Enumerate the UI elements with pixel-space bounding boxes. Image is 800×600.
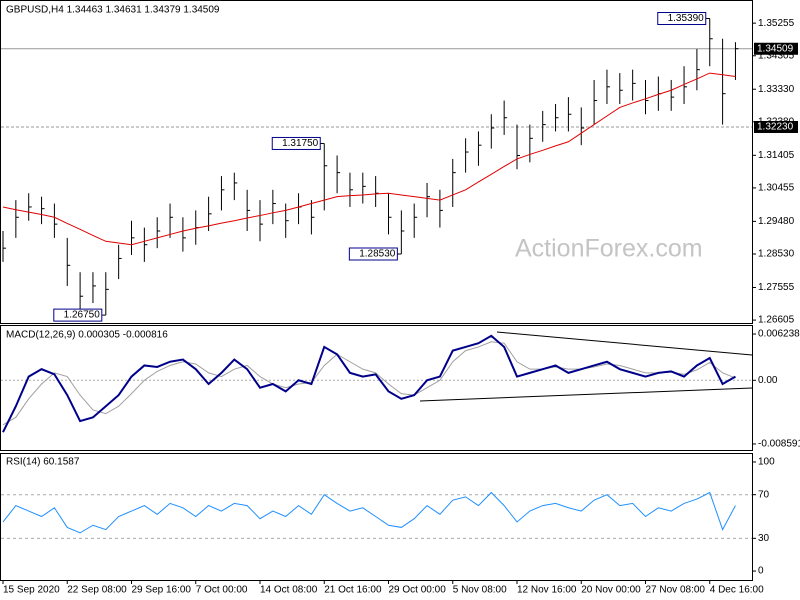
x-tick-label: 29 Sep 16:00 [132,585,192,596]
y-tick-label: 0.00 [758,375,778,386]
y-tick-label: 1.30455 [758,183,795,194]
x-tick-label: 7 Oct 00:00 [196,585,248,596]
annotation-box [271,136,321,150]
y-tick-label: 1.29480 [758,216,795,227]
y-tick-label: 0.006238 [758,329,800,340]
x-tick-label: 21 Oct 16:00 [324,585,382,596]
macd-title: MACD(12,26,9) 0.000305 -0.000816 [6,330,168,341]
y-tick-label: 1.27555 [758,282,795,293]
watermark: ActionForex.com [515,235,703,263]
y-tick-label: 70 [758,489,770,500]
y-tick-label: 1.33330 [758,84,795,95]
price-label: 1.34509 [757,43,794,54]
x-tick-label: 14 Oct 08:00 [260,585,318,596]
x-tick-label: 29 Oct 00:00 [389,585,447,596]
y-tick-label: 1.26605 [758,315,795,326]
rsi-panel [0,453,753,581]
y-tick-label: 1.35255 [758,18,795,29]
annotation-box [657,12,707,26]
x-tick-label: 15 Sep 2020 [3,585,60,596]
price-title: GBPUSD,H4 1.34463 1.34631 1.34379 1.3450… [6,5,220,16]
annotation-box [53,308,103,322]
y-tick-label: 30 [758,533,770,544]
y-tick-label: -0.008591 [758,439,800,450]
price-label-box [754,120,798,133]
macd-panel [0,325,753,451]
price-label-box [754,42,798,55]
annotation-label: 1.26750 [64,310,101,321]
line [2,491,736,534]
y-tick-label: 1.28530 [758,249,795,260]
trend-line [419,387,753,402]
x-tick-label: 22 Sep 08:00 [67,585,127,596]
x-tick-label: 5 Nov 08:00 [453,585,507,596]
x-tick-label: 12 Nov 16:00 [517,585,577,596]
price-panel [0,0,753,324]
annotation-box [348,247,398,261]
y-tick-label: 1.31405 [758,150,795,161]
price-label: 1.32230 [757,122,794,133]
trend-line [496,331,753,356]
annotation-label: 1.28530 [359,249,396,260]
x-tick-label: 20 Nov 00:00 [581,585,641,596]
line [2,72,736,246]
annotation-label: 1.31750 [282,138,319,149]
line [2,334,736,433]
y-tick-label: 100 [758,457,775,468]
y-tick-label: 1.34305 [758,50,795,61]
x-tick-label: 4 Dec 16:00 [710,585,764,596]
y-tick-label: 0 [758,566,764,577]
rsi-title: RSI(14) 60.1587 [6,457,80,468]
x-tick-label: 27 Nov 08:00 [646,585,706,596]
annotation-label: 1.35390 [668,13,705,24]
